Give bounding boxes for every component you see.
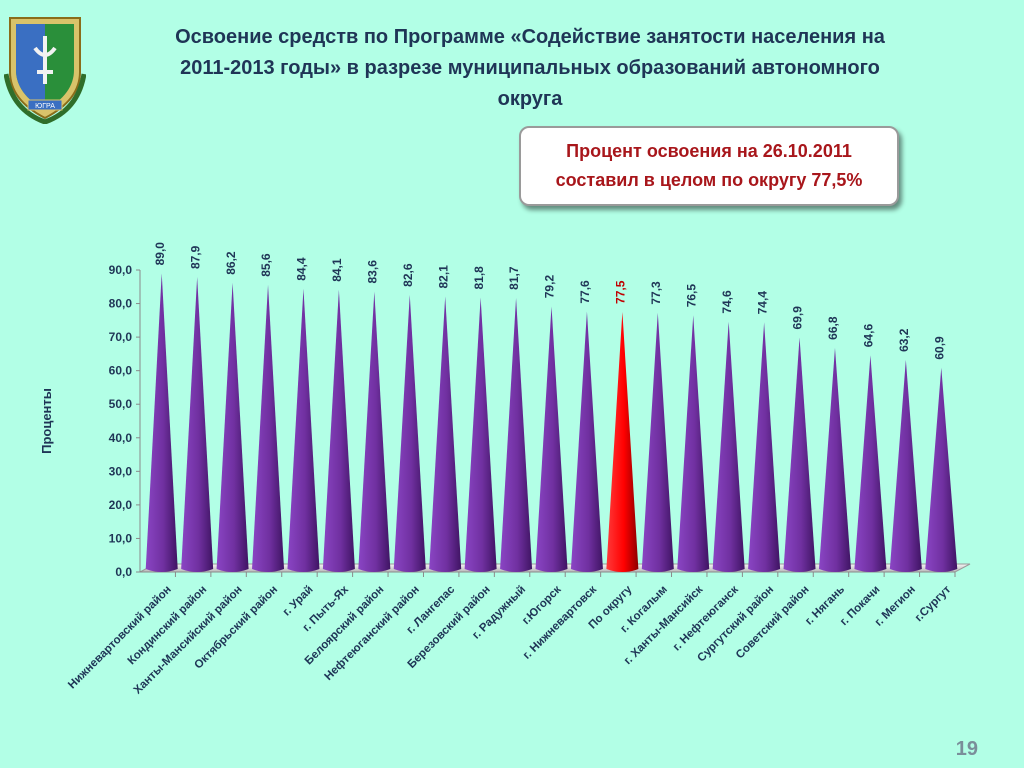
bar bbox=[818, 347, 851, 572]
bar bbox=[145, 273, 178, 572]
page-number: 19 bbox=[955, 738, 978, 760]
bar bbox=[216, 282, 249, 572]
data-label: 66,8 bbox=[826, 316, 840, 340]
y-tick-label: 60,0 bbox=[109, 364, 133, 378]
bar bbox=[925, 367, 958, 572]
data-label: 83,6 bbox=[365, 260, 379, 284]
category-label: г. Нефтеюганск bbox=[671, 583, 741, 653]
data-label: 64,6 bbox=[862, 324, 876, 348]
data-label: 60,9 bbox=[932, 336, 946, 360]
data-label: 77,5 bbox=[614, 280, 628, 304]
y-tick-label: 70,0 bbox=[109, 330, 133, 344]
bar bbox=[322, 289, 355, 572]
bar bbox=[889, 359, 922, 572]
y-tick-label: 0,0 bbox=[115, 565, 132, 579]
bar bbox=[287, 288, 320, 572]
data-label: 77,6 bbox=[578, 280, 592, 304]
data-label: 76,5 bbox=[684, 284, 698, 308]
bar bbox=[677, 315, 710, 572]
slide-title: Освоение средств по Программе «Содействи… bbox=[175, 26, 885, 110]
y-tick-label: 10,0 bbox=[109, 531, 133, 545]
data-label: 85,6 bbox=[259, 253, 273, 277]
y-tick-label: 20,0 bbox=[109, 498, 133, 512]
data-label: 84,1 bbox=[330, 258, 344, 282]
bar bbox=[358, 291, 391, 572]
y-tick-label: 90,0 bbox=[109, 263, 133, 277]
data-label: 63,2 bbox=[897, 328, 911, 352]
data-label: 87,9 bbox=[188, 245, 202, 269]
data-label: 74,6 bbox=[720, 290, 734, 314]
y-tick-label: 50,0 bbox=[109, 397, 133, 411]
data-label: 84,4 bbox=[295, 257, 309, 281]
summary-callout: Процент освоения на 26.10.2011 составил … bbox=[519, 126, 899, 206]
data-label: 81,7 bbox=[507, 266, 521, 290]
data-label: 69,9 bbox=[791, 306, 805, 330]
data-label: 79,2 bbox=[543, 275, 557, 299]
coat-of-arms-emblem: ЮГРА bbox=[4, 17, 86, 124]
bar bbox=[429, 296, 462, 572]
bar bbox=[181, 277, 214, 572]
category-label: г.Сургут bbox=[913, 583, 954, 624]
y-axis-title: Проценты bbox=[39, 388, 54, 454]
bar bbox=[783, 337, 816, 572]
data-label: 89,0 bbox=[153, 242, 167, 266]
data-label: 82,6 bbox=[401, 263, 415, 287]
data-label: 77,3 bbox=[649, 281, 663, 305]
bar bbox=[393, 294, 426, 572]
bar bbox=[252, 284, 285, 572]
bar bbox=[641, 312, 674, 572]
bar bbox=[464, 297, 497, 572]
bar bbox=[570, 311, 603, 572]
bar bbox=[535, 306, 568, 572]
y-tick-label: 40,0 bbox=[109, 431, 133, 445]
emblem-lettering: ЮГРА bbox=[35, 103, 55, 110]
y-tick-label: 30,0 bbox=[109, 464, 133, 478]
bar bbox=[748, 322, 781, 572]
y-tick-label: 80,0 bbox=[109, 297, 133, 311]
data-label: 81,8 bbox=[472, 266, 486, 290]
category-label: г. Урай bbox=[281, 584, 316, 619]
data-label: 74,4 bbox=[755, 291, 769, 315]
bar bbox=[606, 311, 639, 572]
bar bbox=[712, 321, 745, 572]
data-label: 86,2 bbox=[224, 251, 238, 275]
bar bbox=[854, 355, 887, 572]
bar bbox=[500, 297, 533, 572]
data-label: 82,1 bbox=[436, 265, 450, 289]
